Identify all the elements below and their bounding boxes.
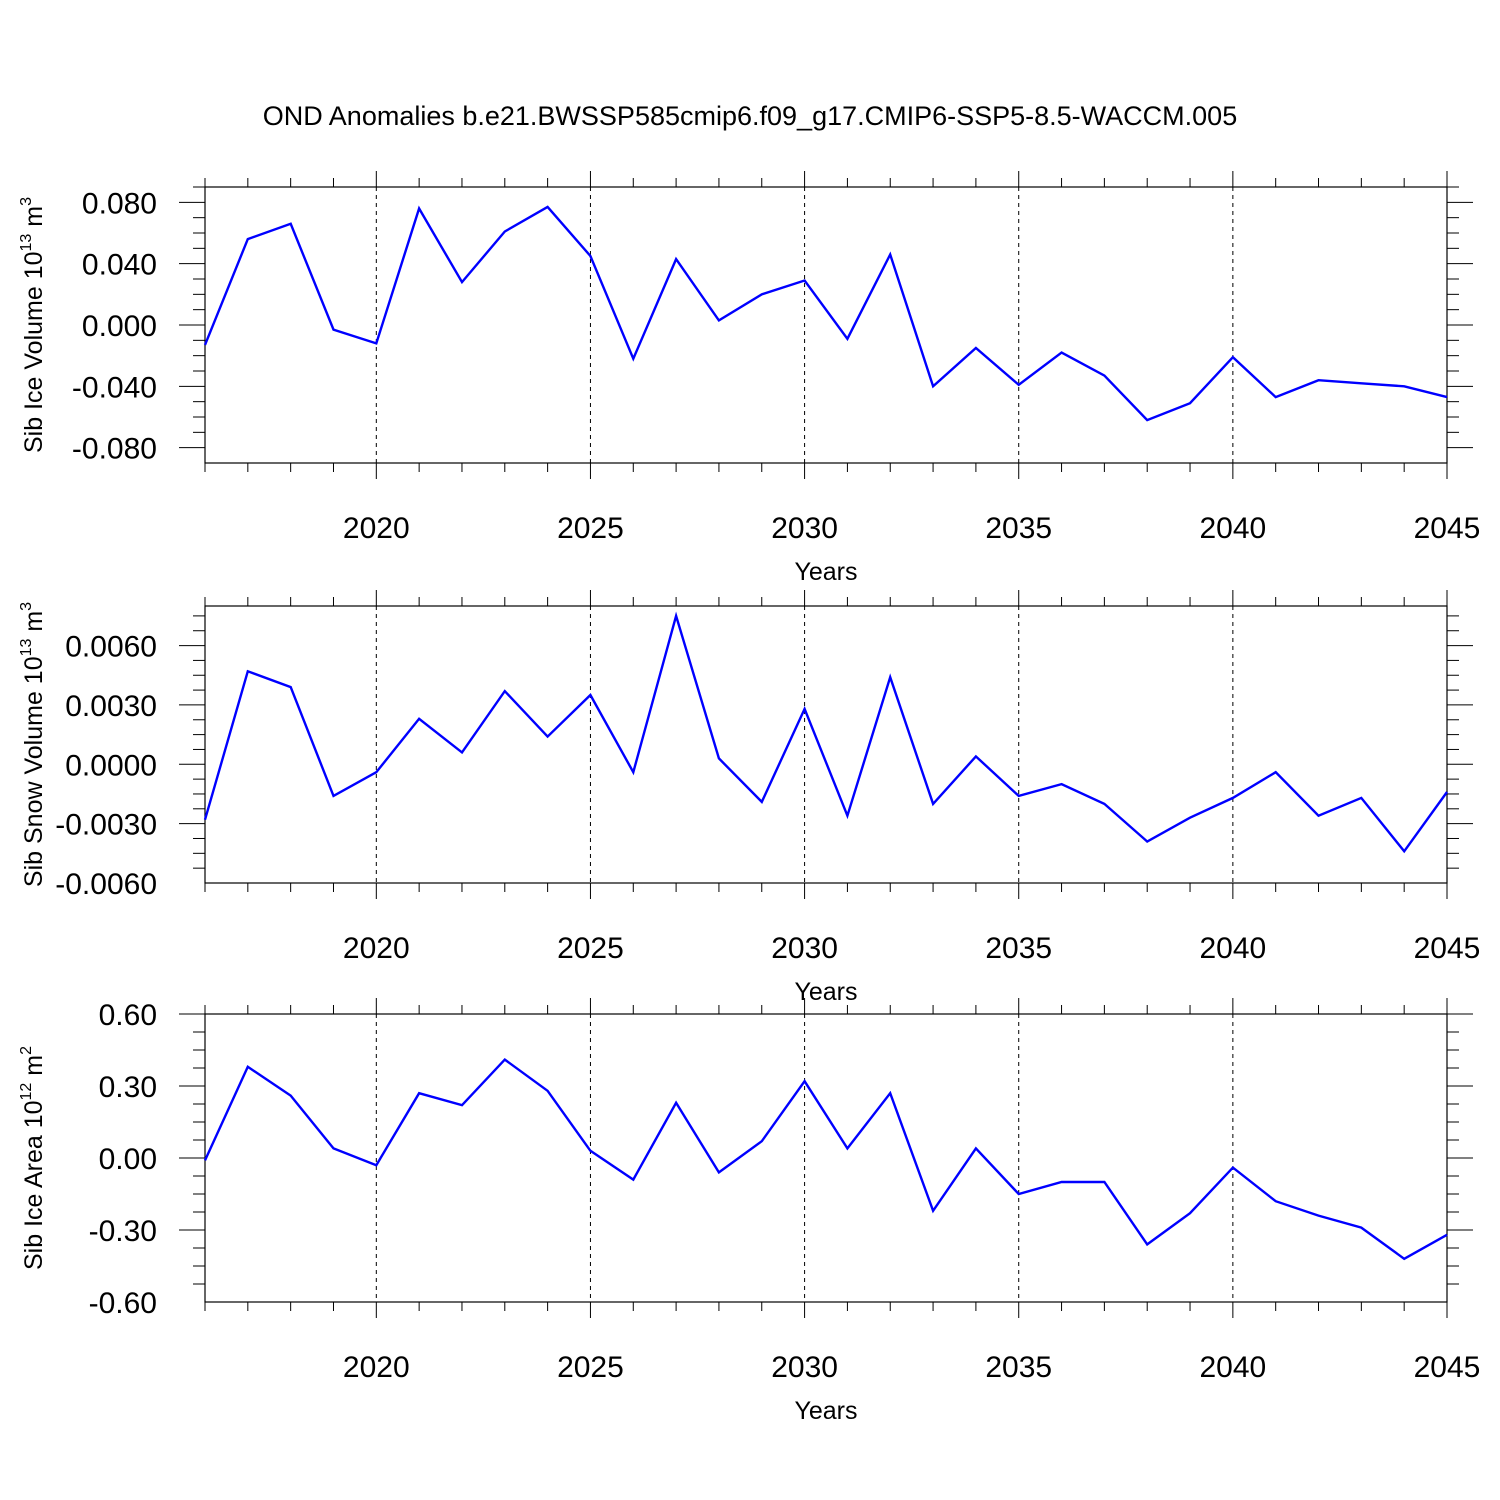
y-axis-label-exponent: 13 [18,638,35,656]
plot-frame [204,605,1448,884]
y-tick-label: 0.080 [82,187,157,220]
y-axis-label-unit: m [20,1055,48,1083]
y-axis-label-unit-exponent: 2 [18,1046,35,1055]
x-tick-label: 2020 [343,1351,410,1384]
y-tick-label: 0.00 [99,1143,157,1176]
x-tick-label: 2025 [557,512,624,545]
x-axis-label: Years [794,1397,857,1425]
y-axis-label-exponent: 12 [18,1083,35,1101]
y-tick-label: 0.60 [99,999,157,1032]
x-axis-label: Years [794,978,857,1006]
y-axis-label-text: Sib Snow Volume 10 [20,656,48,887]
y-tick-label: 0.30 [99,1071,157,1104]
y-axis-label-text: Sib Ice Volume 10 [20,251,48,453]
x-tick-label: 2020 [343,932,410,965]
y-axis-label-text: Sib Ice Area 10 [20,1100,48,1270]
y-axis-label: Sib Snow Volume 1013 m3 [18,602,48,887]
plot-frame [204,186,1448,464]
y-tick-label: -0.0030 [55,809,157,842]
y-axis-label-unit-exponent: 3 [18,602,35,611]
chart-panel-1: -0.080 -0.040 0.000 0.040 0.080 2020 2025 2030 2… [18,171,1480,586]
x-tick-label: 2035 [985,1351,1052,1384]
x-axis-label: Years [794,558,857,586]
chart-title: OND Anomalies b.e21.BWSSP585cmip6.f09_g1… [263,101,1237,131]
y-tick-label: 0.0030 [65,690,157,723]
x-tick-label: 2030 [771,932,838,965]
y-tick-label: 0.040 [82,249,157,282]
x-tick-label: 2025 [557,932,624,965]
x-tick-label: 2045 [1414,512,1481,545]
y-tick-label: 0.0000 [65,749,157,782]
x-tick-label: 2025 [557,1351,624,1384]
y-axis-label-exponent: 13 [18,234,35,252]
y-tick-label: -0.60 [89,1287,157,1320]
y-tick-label: 0.0060 [65,631,157,664]
y-tick-label: -0.040 [72,371,157,404]
x-tick-label: 2030 [771,512,838,545]
y-tick-label: -0.080 [72,433,157,466]
x-tick-label: 2035 [985,512,1052,545]
series-line [203,1058,1448,1261]
y-axis-label-unit: m [20,611,48,639]
y-tick-label: -0.0060 [55,868,157,901]
panels: -0.080 -0.040 0.000 0.040 0.080 2020 2025 2030 2… [18,171,1480,1425]
x-tick-label: 2030 [771,1351,838,1384]
y-axis-label: Sib Ice Area 1012 m2 [18,1046,48,1270]
x-tick-label: 2040 [1199,1351,1266,1384]
x-tick-label: 2040 [1199,512,1266,545]
x-tick-label: 2045 [1414,932,1481,965]
chart-panel-2: -0.0060 -0.0030 0.0000 0.0030 0.0060 2020 2025… [18,590,1480,1006]
plot-frame [204,1013,1448,1303]
x-tick-label: 2040 [1199,932,1266,965]
y-tick-label: 0.000 [82,310,157,343]
x-tick-label: 2035 [985,932,1052,965]
x-tick-label: 2020 [343,512,410,545]
y-tick-label: -0.30 [89,1215,157,1248]
series-line [203,611,1448,854]
y-axis-label: Sib Ice Volume 1013 m3 [18,197,48,453]
series-line [203,205,1448,422]
chart-panel-3: -0.60 -0.30 0.00 0.30 0.60 2020 2025 2030 2035 20… [18,998,1480,1425]
y-axis-label-unit-exponent: 3 [18,197,35,206]
y-axis-label-unit: m [20,206,48,234]
x-tick-label: 2045 [1414,1351,1481,1384]
